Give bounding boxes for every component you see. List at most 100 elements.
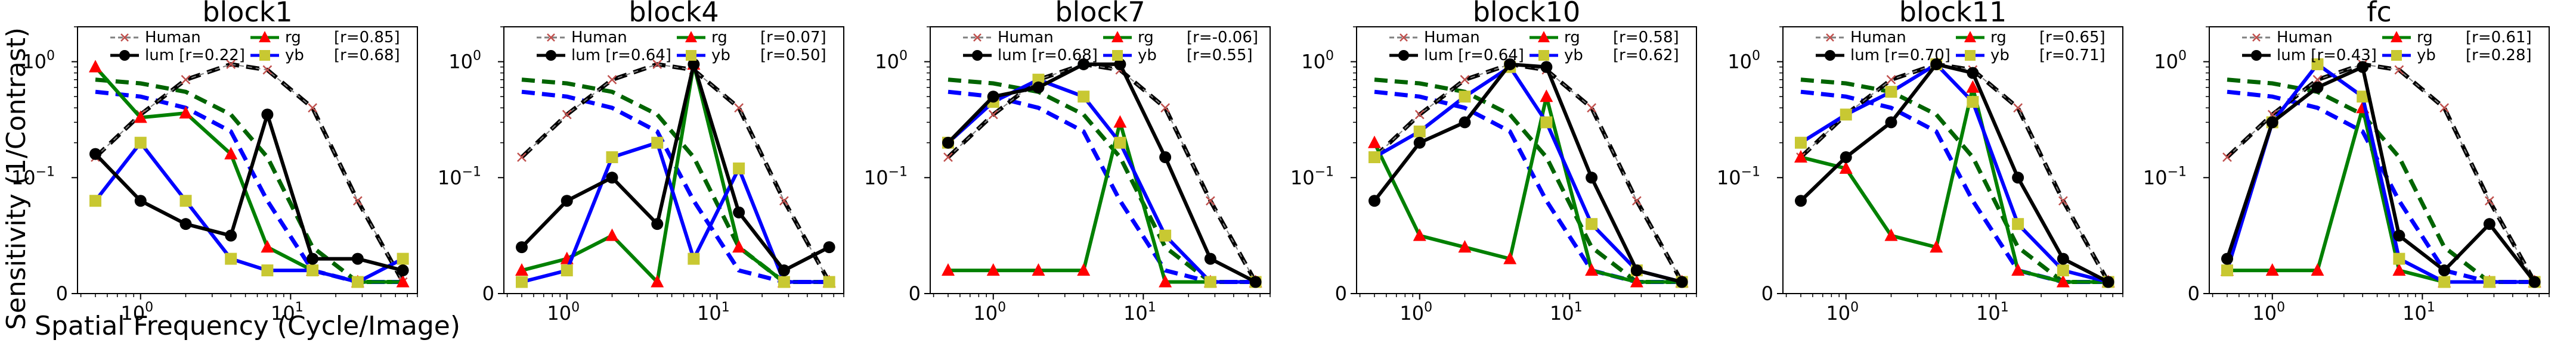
rg-r-value: [r=0.61]	[2466, 29, 2532, 46]
plot-area	[1794, 58, 2115, 288]
rg-legend-marker	[259, 31, 271, 42]
lum-point	[1114, 58, 1126, 70]
human-legend-marker	[1826, 33, 1834, 42]
human-point	[1160, 103, 1171, 113]
y-tick-label: 10−1	[1717, 164, 1760, 189]
plot-area	[88, 60, 410, 288]
human-legend-label: Human	[2277, 29, 2333, 46]
yb-point	[2311, 58, 2324, 70]
lum-point	[823, 241, 835, 254]
human-point	[181, 74, 191, 85]
x-tick-label: 101	[1976, 300, 2009, 325]
rg-point	[1540, 89, 1553, 102]
yb-point	[606, 151, 618, 164]
rg-point	[1113, 115, 1127, 128]
plot-area	[515, 57, 836, 288]
panel-title: block10	[1473, 0, 1581, 28]
yb-point	[1413, 125, 1426, 138]
yb-reference-line	[1374, 89, 1682, 284]
human-point	[652, 60, 662, 69]
plot-frame	[930, 26, 1271, 294]
yb-point	[2357, 91, 2369, 103]
lum-point	[651, 218, 664, 230]
rg-point	[605, 228, 619, 241]
lum-legend-marker	[546, 50, 556, 61]
human-point	[2484, 196, 2494, 206]
lum-point	[1413, 136, 1426, 149]
yb-point	[1840, 108, 1852, 121]
rg-reference-line	[1800, 77, 2109, 284]
y-tick-label: 0	[482, 282, 494, 305]
lum-point	[2483, 218, 2496, 230]
panel-title: block11	[1899, 0, 2007, 28]
rg-legend-label: rg	[1564, 29, 1580, 46]
yb-point	[1204, 276, 1216, 288]
human-point	[1460, 74, 1470, 85]
y-tick-label: 10−1	[864, 164, 908, 189]
yb-series-line	[1800, 62, 2109, 284]
x-tick-label: 101	[697, 300, 730, 325]
rg-reference-line	[2227, 77, 2535, 284]
rg-reference-line	[1374, 77, 1682, 284]
lum-point	[134, 195, 147, 207]
yb-legend-label: yb	[711, 46, 730, 64]
y-tick-label: 10−1	[1290, 164, 1334, 189]
yb-legend-marker	[686, 50, 696, 61]
yb-point	[2221, 264, 2233, 277]
yb-point	[2057, 264, 2069, 277]
human-point	[734, 103, 744, 113]
yb-series-line	[2225, 61, 2535, 284]
rg-point	[261, 240, 274, 253]
yb-point	[89, 195, 101, 207]
human-line	[948, 63, 1256, 282]
lum-point	[2221, 252, 2233, 265]
rg-point	[2011, 263, 2025, 276]
y-tick-label: 10−1	[2143, 164, 2187, 189]
rg-legend-label: rg	[1138, 29, 1154, 46]
yb-point	[179, 195, 192, 207]
lum-point	[351, 252, 364, 265]
yb-point	[823, 276, 835, 288]
rg-series-line	[1800, 87, 2109, 284]
rg-reference-line	[95, 77, 403, 284]
yb-point	[225, 252, 237, 265]
rg-r-value: [r=-0.06]	[1187, 29, 1258, 46]
human-point	[517, 152, 527, 162]
human-point	[988, 110, 998, 120]
rg-series-line	[948, 115, 1256, 284]
lum-point	[225, 229, 237, 242]
lum-legend-label: lum [r=0.68]	[998, 46, 1098, 64]
panel-title: block7	[1055, 0, 1145, 28]
yb-series-line	[1373, 64, 1683, 284]
rg-point	[1159, 275, 1172, 288]
y-axis-label: Sensitivity (1/Contrast)	[1, 27, 32, 330]
human-point	[943, 152, 953, 162]
yb-point	[2012, 218, 2024, 230]
yb-r-value: [r=0.68]	[334, 46, 400, 64]
yb-legend-label: yb	[1990, 46, 2010, 64]
x-axis-label: Spatial Frequency (Cycle/Image)	[35, 311, 460, 341]
rg-r-value: [r=0.85]	[334, 29, 400, 46]
lum-legend-label: lum [r=0.64]	[1424, 46, 1524, 64]
rg-legend-label: rg	[285, 29, 301, 46]
rg-point	[1077, 263, 1091, 276]
lum-point	[1204, 252, 1216, 265]
lum-point	[1967, 67, 1979, 79]
lum-legend-label: lum [r=0.70]	[1850, 46, 1950, 64]
rg-legend-marker	[1538, 31, 1550, 42]
y-tick-label: 10−1	[11, 164, 55, 189]
lum-series-line	[1799, 62, 2109, 284]
rg-legend-label: rg	[2417, 29, 2433, 46]
rg-point	[1630, 275, 1643, 288]
plot-area	[1367, 58, 1689, 288]
yb-point	[134, 136, 147, 149]
yb-reference-line	[521, 89, 829, 284]
lum-point	[778, 264, 790, 277]
human-point	[1631, 196, 1642, 206]
rg-reference-line	[948, 77, 1256, 284]
yb-reference-line	[2227, 89, 2535, 284]
